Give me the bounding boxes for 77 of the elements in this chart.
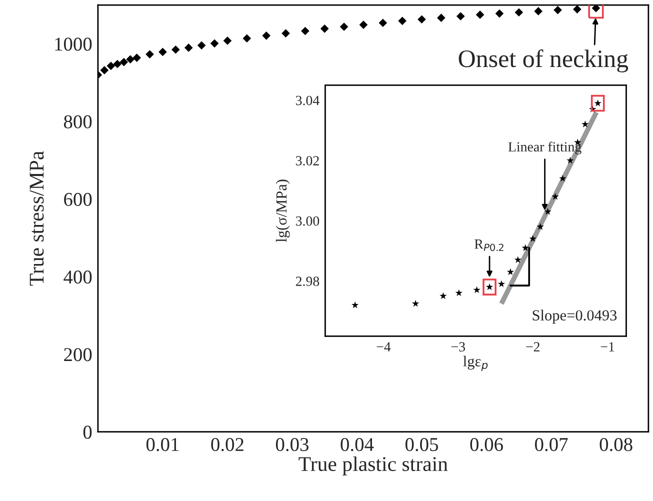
point	[552, 192, 559, 200]
point	[158, 48, 167, 56]
point	[554, 6, 562, 14]
point	[340, 22, 348, 31]
y-tick-label: 1000	[55, 38, 92, 51]
point	[514, 8, 524, 17]
point	[172, 45, 180, 54]
x-tick-label: 0.03	[276, 438, 308, 452]
point	[573, 5, 582, 14]
point	[495, 9, 504, 18]
y-tick-label: 3.02	[296, 156, 319, 166]
point	[100, 66, 109, 74]
x-tick-label: 0.06	[470, 438, 503, 452]
x-tick-label: −2	[526, 342, 540, 352]
y-tick-label: 3.00	[296, 216, 320, 226]
x-tick-label: 0.04	[340, 438, 374, 452]
x-tick-label: 0.05	[405, 438, 438, 452]
point	[120, 58, 128, 66]
x-axis-title: True plastic strain	[298, 456, 448, 476]
point	[132, 54, 141, 62]
x-tick-label: 0.02	[211, 438, 244, 452]
point	[476, 10, 484, 19]
x-tick-label: −4	[376, 342, 391, 352]
point	[359, 20, 368, 29]
point	[536, 222, 544, 230]
point	[262, 32, 270, 40]
point	[440, 292, 447, 300]
y-tick-label: 2.98	[296, 276, 320, 286]
x-axis-title: lgε$_{p}$	[463, 356, 488, 372]
annotation: Slope=0.0493	[532, 310, 617, 324]
point	[412, 300, 420, 307]
y-tick-label: 200	[64, 348, 92, 362]
point	[197, 41, 206, 50]
point	[106, 62, 116, 70]
point	[418, 15, 426, 24]
point	[498, 280, 506, 288]
y-axis-title: lg(σ/MPa)	[276, 180, 290, 242]
point	[113, 60, 122, 68]
point	[559, 174, 566, 182]
y-tick-label: 3.04	[296, 96, 320, 106]
point	[473, 286, 480, 294]
point	[184, 44, 193, 52]
y-tick-label: 800	[64, 115, 92, 128]
annotation: R$_{P0.2}$	[474, 240, 504, 252]
point	[126, 55, 134, 64]
point	[378, 18, 388, 28]
x-tick-label: −3	[451, 342, 466, 352]
y-tick-label: 0	[83, 426, 92, 439]
point	[320, 24, 329, 33]
point	[351, 301, 359, 308]
x-tick-label: −1	[600, 342, 614, 352]
y-tick-label: 400	[64, 270, 92, 284]
point	[210, 39, 219, 48]
x-tick-label: 0.08	[600, 438, 632, 452]
point	[529, 235, 536, 242]
point	[456, 12, 465, 20]
point	[544, 208, 552, 215]
point	[506, 268, 514, 276]
point	[301, 26, 310, 36]
x-tick-label: 0.01	[146, 438, 179, 452]
x-tick-label: 0.07	[535, 438, 568, 452]
point	[242, 34, 252, 43]
y-axis-title: True stress/MPa	[30, 151, 44, 286]
point	[534, 7, 542, 16]
point	[398, 16, 406, 26]
point	[282, 29, 290, 38]
point	[522, 244, 529, 251]
point	[514, 256, 522, 264]
point	[146, 50, 154, 58]
point	[455, 289, 463, 296]
annotation: Linear fitting	[508, 142, 582, 154]
point	[566, 156, 574, 164]
point	[223, 36, 232, 45]
annotation: Onset of necking	[458, 49, 628, 72]
point	[437, 14, 446, 22]
point	[582, 120, 589, 128]
y-tick-label: 600	[64, 192, 92, 206]
